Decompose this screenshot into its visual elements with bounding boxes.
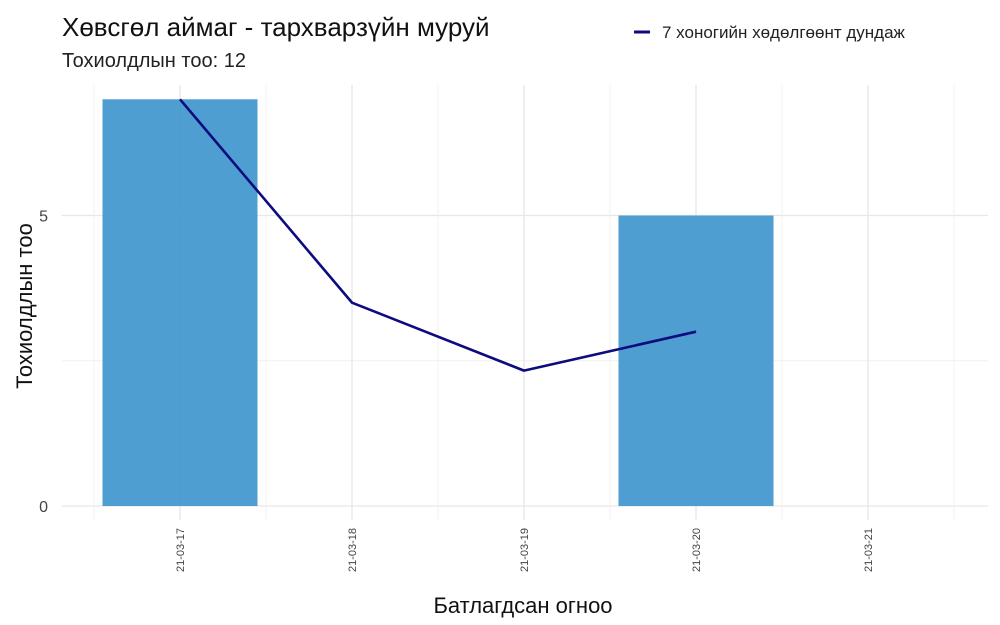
chart-title: Хөвсгөл аймаг - тархварзүйн муруй — [62, 12, 490, 42]
moving-average-series — [179, 98, 697, 372]
y-axis-title: Тохиолдлын тоо — [12, 223, 37, 389]
x-axis-ticks: 21-03-17 21-03-18 21-03-19 21-03-20 21-03-21 — [175, 528, 875, 572]
x-tick-label: 21-03-20 — [691, 528, 703, 572]
y-tick-label: 0 — [39, 499, 48, 516]
bar-21-03-20 — [618, 215, 774, 506]
moving-average-line — [179, 98, 697, 372]
y-axis-ticks: 05 — [39, 209, 48, 517]
x-axis-title: Батлагдсан огноо — [433, 593, 612, 618]
chart-subtitle: Тохиолдлын тоо: 12 — [62, 50, 246, 72]
x-tick-label: 21-03-19 — [519, 528, 531, 572]
x-tick-label: 21-03-21 — [863, 528, 875, 572]
x-tick-label: 21-03-17 — [175, 528, 187, 572]
y-tick-label: 5 — [39, 209, 48, 226]
bar-21-03-17 — [102, 99, 258, 507]
legend-label-moving-average: 7 хоногийн хөдөлгөөнт дундаж — [662, 23, 906, 42]
legend: 7 хоногийн хөдөлгөөнт дундаж — [634, 23, 906, 42]
bars — [102, 99, 774, 507]
x-tick-label: 21-03-18 — [347, 528, 359, 572]
